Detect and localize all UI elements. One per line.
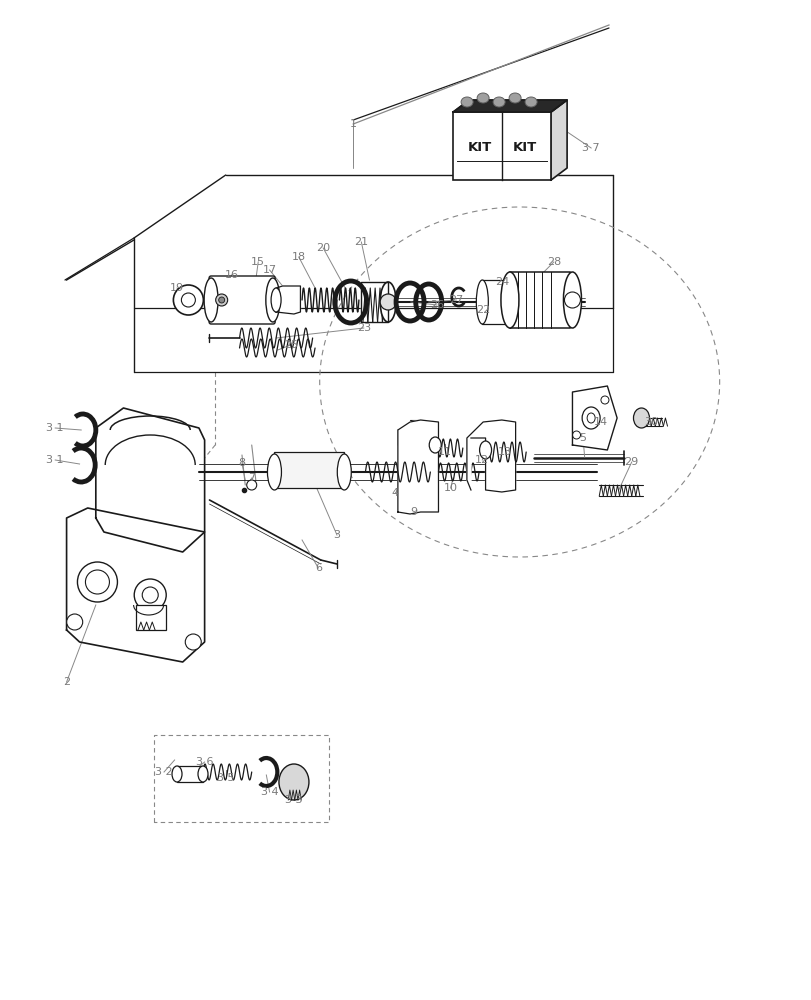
Bar xyxy=(482,280,512,324)
Text: 14: 14 xyxy=(593,417,607,427)
Text: 19: 19 xyxy=(169,283,184,293)
Ellipse shape xyxy=(429,437,440,453)
Circle shape xyxy=(218,297,225,303)
Polygon shape xyxy=(276,286,300,314)
Ellipse shape xyxy=(337,454,351,490)
Text: 12: 12 xyxy=(474,455,489,465)
Circle shape xyxy=(380,294,396,310)
Text: 18: 18 xyxy=(291,252,306,262)
Text: 24: 24 xyxy=(494,277,508,287)
Text: 3 6: 3 6 xyxy=(195,757,213,767)
Ellipse shape xyxy=(279,764,308,800)
Circle shape xyxy=(67,614,83,630)
Ellipse shape xyxy=(563,272,581,328)
Text: 13: 13 xyxy=(497,447,512,457)
Text: 2: 2 xyxy=(63,677,70,687)
Text: 29: 29 xyxy=(624,457,638,467)
Text: 3 7: 3 7 xyxy=(581,143,599,153)
Text: 26: 26 xyxy=(429,300,444,310)
Ellipse shape xyxy=(633,408,649,428)
Text: 30: 30 xyxy=(643,417,658,427)
Ellipse shape xyxy=(477,93,488,103)
Bar xyxy=(274,452,344,488)
Circle shape xyxy=(174,285,203,315)
Text: 16: 16 xyxy=(224,270,238,280)
Polygon shape xyxy=(361,282,388,322)
Polygon shape xyxy=(453,100,566,112)
Ellipse shape xyxy=(505,280,517,324)
Circle shape xyxy=(185,634,201,650)
Text: 11: 11 xyxy=(437,447,452,457)
Polygon shape xyxy=(397,420,438,514)
Bar xyxy=(177,766,203,782)
Ellipse shape xyxy=(461,97,473,107)
Text: 3 1: 3 1 xyxy=(46,455,64,465)
Polygon shape xyxy=(67,508,204,662)
Circle shape xyxy=(134,579,166,611)
Text: 23: 23 xyxy=(356,323,371,333)
Ellipse shape xyxy=(198,766,208,782)
Ellipse shape xyxy=(265,278,280,322)
Text: 3 3: 3 3 xyxy=(285,795,303,805)
Ellipse shape xyxy=(204,278,218,322)
Text: KIT: KIT xyxy=(512,141,536,154)
Text: 3 2: 3 2 xyxy=(155,767,173,777)
Circle shape xyxy=(247,480,256,490)
Text: 4: 4 xyxy=(392,488,398,498)
FancyBboxPatch shape xyxy=(209,276,275,324)
Polygon shape xyxy=(572,386,616,450)
Circle shape xyxy=(77,562,118,602)
Polygon shape xyxy=(96,408,204,552)
Text: 17: 17 xyxy=(262,265,277,275)
Text: 27: 27 xyxy=(448,295,463,305)
Text: 15: 15 xyxy=(251,257,265,267)
Text: 3: 3 xyxy=(333,530,340,540)
Text: 9: 9 xyxy=(410,507,417,517)
Bar xyxy=(136,605,166,630)
Text: 3 1: 3 1 xyxy=(46,423,64,433)
Text: 25: 25 xyxy=(283,340,298,350)
Text: 5: 5 xyxy=(579,433,586,443)
Text: 10: 10 xyxy=(443,483,457,493)
Ellipse shape xyxy=(476,280,487,324)
Ellipse shape xyxy=(525,97,536,107)
Ellipse shape xyxy=(492,97,504,107)
Ellipse shape xyxy=(271,288,281,312)
Ellipse shape xyxy=(380,282,396,322)
Text: 3 4: 3 4 xyxy=(260,787,278,797)
Text: 21: 21 xyxy=(354,237,368,247)
Bar xyxy=(453,112,551,180)
Text: 20: 20 xyxy=(315,243,330,253)
Text: 28: 28 xyxy=(546,257,560,267)
Ellipse shape xyxy=(479,441,491,459)
Circle shape xyxy=(216,294,227,306)
Polygon shape xyxy=(551,100,566,180)
Ellipse shape xyxy=(267,454,281,490)
Text: 6: 6 xyxy=(315,563,321,573)
Text: 1: 1 xyxy=(350,119,356,129)
Polygon shape xyxy=(466,420,515,492)
Text: KIT: KIT xyxy=(467,141,491,154)
Text: 22: 22 xyxy=(475,305,490,315)
Text: 7: 7 xyxy=(248,473,255,483)
Ellipse shape xyxy=(500,272,518,328)
Ellipse shape xyxy=(172,766,182,782)
Text: 8: 8 xyxy=(238,458,245,468)
Bar xyxy=(509,272,569,328)
Text: 3 5: 3 5 xyxy=(217,773,234,783)
Ellipse shape xyxy=(508,93,521,103)
